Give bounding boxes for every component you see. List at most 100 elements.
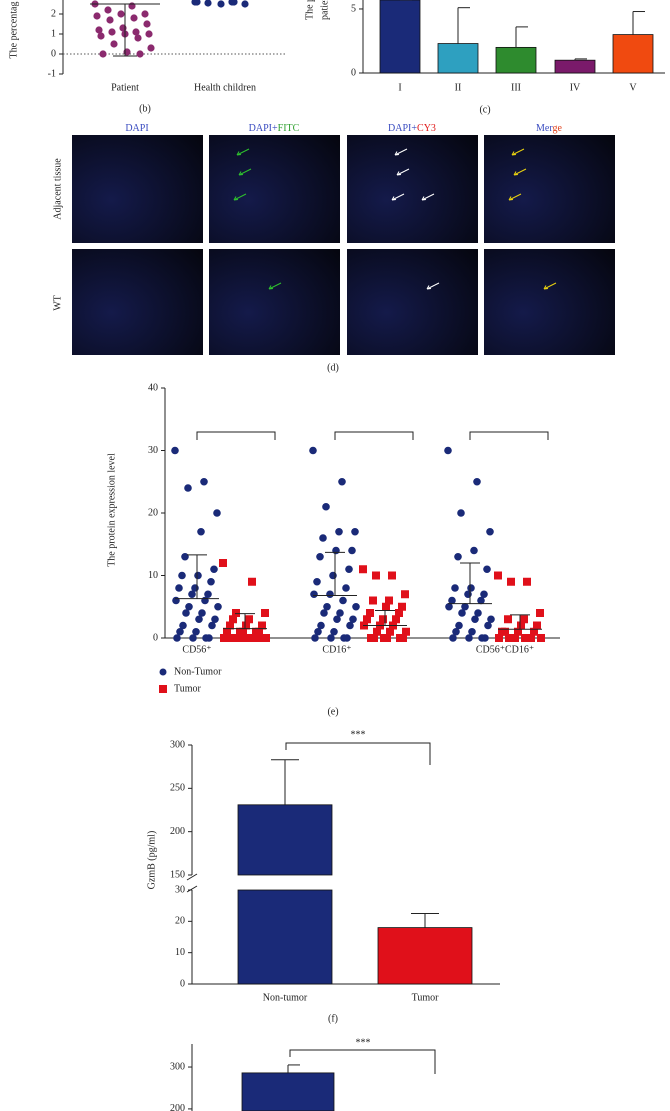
data-point — [252, 627, 260, 636]
data-point — [392, 615, 400, 624]
data-point — [471, 615, 479, 624]
legend-marker — [159, 685, 167, 693]
data-point — [316, 552, 324, 561]
data-point — [261, 609, 269, 617]
data-point — [507, 577, 515, 586]
micrograph — [347, 249, 478, 355]
caption: (d) — [327, 362, 339, 373]
data-point — [340, 634, 348, 642]
data-point — [210, 565, 218, 574]
data-point — [464, 590, 472, 599]
data-point — [367, 634, 375, 642]
x-tick-label: II — [455, 82, 462, 93]
arrow — [236, 148, 250, 156]
y-tick-label: 300 — [170, 1061, 185, 1072]
data-point — [373, 627, 381, 636]
data-point — [200, 477, 208, 486]
y-axis-label: patients PBM — [319, 0, 330, 20]
x-tick-label: CD16⁺ — [322, 644, 351, 655]
data-point — [128, 2, 136, 10]
data-point — [314, 627, 322, 636]
y-tick-label: 0 — [180, 978, 185, 989]
data-point — [327, 634, 335, 642]
data-point — [240, 634, 248, 642]
micrograph — [209, 135, 340, 243]
data-point — [388, 571, 396, 580]
data-point — [117, 10, 125, 18]
data-point — [536, 609, 544, 617]
data-point — [178, 571, 186, 580]
data-point — [182, 609, 190, 617]
micrograph — [72, 135, 203, 243]
data-point — [336, 609, 344, 617]
data-point — [208, 621, 216, 630]
data-point — [248, 577, 256, 586]
caption: (b) — [139, 103, 151, 114]
data-point — [470, 546, 478, 555]
data-point — [333, 615, 341, 624]
arrow — [421, 193, 435, 201]
data-point — [130, 14, 138, 22]
data-point — [184, 484, 192, 492]
column-header: DAPI — [125, 123, 148, 134]
x-tick-label: V — [629, 82, 637, 93]
arrow — [511, 148, 525, 156]
data-point — [335, 527, 343, 536]
y-tick-label: 20 — [148, 507, 158, 518]
data-point — [495, 634, 503, 642]
data-point — [214, 602, 222, 611]
annotation: *** — [356, 1037, 371, 1048]
y-tick-label: 0 — [51, 48, 56, 59]
micrograph — [347, 135, 478, 243]
data-point — [317, 621, 325, 630]
y-tick-label: 150 — [170, 869, 185, 880]
y-tick-label: 40 — [148, 382, 158, 393]
data-point — [110, 40, 118, 48]
data-point — [363, 615, 371, 624]
data-point — [517, 621, 525, 630]
data-point — [520, 615, 528, 624]
y-tick-label: 30 — [175, 884, 185, 895]
data-point — [220, 634, 228, 642]
data-point — [332, 546, 340, 555]
data-point — [171, 446, 179, 455]
y-tick-label: 10 — [175, 947, 185, 958]
data-point — [145, 30, 153, 38]
data-point — [330, 627, 338, 636]
y-tick-label: 200 — [170, 826, 185, 837]
data-point — [141, 10, 149, 18]
y-axis-label: WT — [52, 295, 63, 311]
data-point — [204, 0, 212, 7]
y-axis-label: Adjacent tissue — [52, 158, 63, 220]
data-point — [514, 627, 522, 636]
arrow — [394, 148, 408, 156]
data-point — [229, 615, 237, 624]
data-point — [477, 596, 485, 605]
data-point — [219, 559, 227, 567]
data-point — [348, 546, 356, 555]
data-point — [226, 621, 234, 630]
data-point — [123, 48, 131, 56]
data-point — [309, 446, 317, 455]
data-point — [104, 6, 112, 14]
data-point — [530, 627, 538, 636]
data-point — [175, 584, 183, 592]
bar — [377, 927, 473, 985]
y-tick-label: 2 — [51, 8, 56, 19]
data-point — [329, 571, 337, 580]
data-point — [179, 621, 187, 630]
arrow — [396, 168, 410, 176]
data-point — [213, 509, 221, 517]
significance-bracket — [196, 431, 276, 440]
data-point — [451, 584, 459, 592]
data-point — [379, 615, 387, 624]
data-point — [494, 571, 502, 580]
data-point — [458, 609, 466, 617]
arrow — [426, 282, 440, 290]
data-point — [223, 627, 231, 636]
data-point — [143, 20, 151, 28]
data-point — [198, 609, 206, 617]
data-point — [319, 534, 327, 542]
y-tick-label: 300 — [170, 739, 185, 750]
